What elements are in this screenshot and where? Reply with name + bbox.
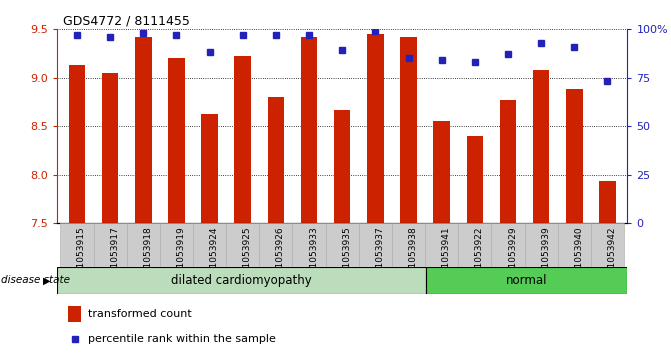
Bar	[60, 223, 93, 267]
Text: percentile rank within the sample: percentile rank within the sample	[89, 334, 276, 344]
Bar	[500, 100, 516, 223]
Bar	[426, 267, 627, 294]
Bar	[466, 136, 483, 223]
Bar	[68, 306, 81, 322]
Bar	[160, 223, 193, 267]
Text: GSM1053933: GSM1053933	[309, 227, 318, 287]
Text: GSM1053915: GSM1053915	[77, 227, 86, 287]
Text: GSM1053937: GSM1053937	[375, 227, 384, 287]
Bar	[392, 223, 425, 267]
Bar	[433, 121, 450, 223]
Bar	[566, 89, 582, 223]
Bar	[367, 34, 384, 223]
Bar	[334, 110, 350, 223]
Bar	[234, 56, 251, 223]
Bar	[458, 223, 491, 267]
Bar	[57, 267, 426, 294]
Text: GSM1053925: GSM1053925	[243, 227, 252, 287]
Text: transformed count: transformed count	[89, 309, 192, 319]
Text: GSM1053924: GSM1053924	[209, 227, 219, 287]
Bar	[301, 37, 317, 223]
Text: GSM1053939: GSM1053939	[541, 227, 550, 287]
Bar	[168, 58, 185, 223]
Bar	[93, 223, 127, 267]
Text: normal: normal	[506, 274, 548, 287]
Bar	[135, 37, 152, 223]
Text: GSM1053919: GSM1053919	[176, 227, 185, 287]
Text: dilated cardiomyopathy: dilated cardiomyopathy	[171, 274, 312, 287]
Bar	[359, 223, 392, 267]
Bar	[591, 223, 624, 267]
Bar	[268, 97, 285, 223]
Text: ▶: ▶	[43, 276, 50, 285]
Text: GSM1053941: GSM1053941	[442, 227, 451, 287]
Text: GDS4772 / 8111455: GDS4772 / 8111455	[63, 15, 190, 28]
Bar	[533, 70, 550, 223]
Text: disease state: disease state	[1, 276, 70, 285]
Bar	[491, 223, 525, 267]
Bar	[102, 73, 118, 223]
Text: GSM1053942: GSM1053942	[607, 227, 617, 287]
Bar	[599, 182, 616, 223]
Bar	[193, 223, 226, 267]
Text: GSM1053935: GSM1053935	[342, 227, 351, 287]
Bar	[127, 223, 160, 267]
Bar	[558, 223, 591, 267]
Bar	[400, 37, 417, 223]
Bar	[226, 223, 259, 267]
Bar	[525, 223, 558, 267]
Bar	[259, 223, 293, 267]
Text: GSM1053918: GSM1053918	[143, 227, 152, 287]
Text: GSM1053938: GSM1053938	[409, 227, 417, 287]
Bar	[68, 65, 85, 223]
Text: GSM1053929: GSM1053929	[508, 227, 517, 287]
Text: GSM1053926: GSM1053926	[276, 227, 285, 287]
Bar	[425, 223, 458, 267]
Bar	[325, 223, 359, 267]
Text: GSM1053922: GSM1053922	[475, 227, 484, 287]
Text: GSM1053917: GSM1053917	[110, 227, 119, 287]
Bar	[201, 114, 218, 223]
Bar	[293, 223, 325, 267]
Text: GSM1053940: GSM1053940	[574, 227, 583, 287]
